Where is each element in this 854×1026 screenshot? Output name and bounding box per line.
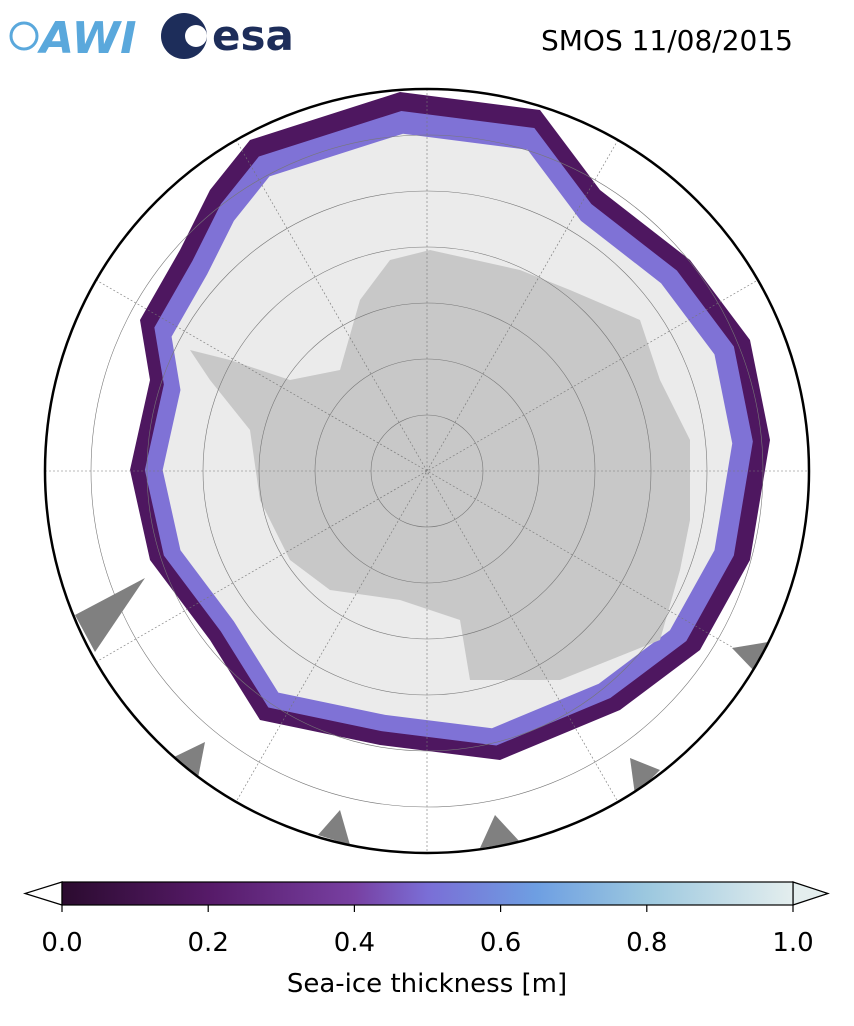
- colorbar-label: Sea-ice thickness [m]: [287, 969, 567, 999]
- awi-logo-text: AWI: [37, 13, 137, 64]
- colorbar-tick-label: 0.6: [480, 928, 521, 958]
- title: SMOS 11/08/2015: [541, 24, 793, 57]
- colorbar-tick-label: 0.4: [334, 928, 375, 958]
- esa-logo-text: esa: [212, 11, 294, 60]
- colorbar-extend-high: [792, 881, 830, 906]
- colorbar-extend-low: [22, 881, 63, 906]
- colorbar-bar: [61, 881, 794, 906]
- missing-data: [75, 578, 768, 848]
- map-border: [43, 87, 811, 855]
- map: [45, 89, 809, 853]
- awi-logo: AWI: [9, 13, 137, 64]
- antarctica: [190, 250, 690, 680]
- colorbar-tick-label: 0.2: [188, 928, 229, 958]
- colorbar-tick-label: 0.0: [41, 928, 82, 958]
- colorbar-tick-label: 0.8: [626, 928, 667, 958]
- colorbar: [22, 881, 830, 906]
- colorbar-tick-label: 1.0: [772, 928, 813, 958]
- graticule: [45, 89, 809, 853]
- esa-logo: esa: [161, 11, 294, 60]
